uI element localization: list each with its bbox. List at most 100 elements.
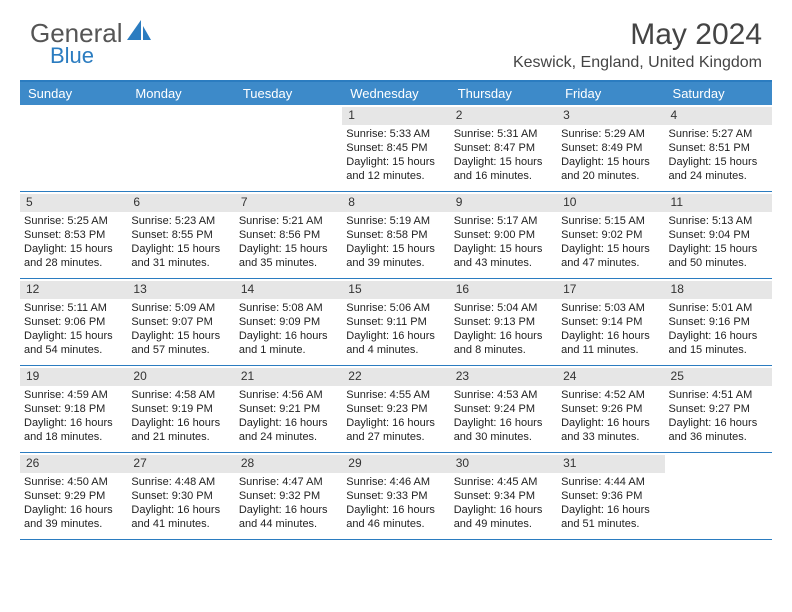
sunrise-line: Sunrise: 4:55 AM — [346, 388, 445, 402]
daylight-line-1: Daylight: 16 hours — [561, 416, 660, 430]
sunrise-line: Sunrise: 5:01 AM — [669, 301, 768, 315]
day-number: 16 — [450, 281, 557, 299]
day-cell: 4Sunrise: 5:27 AMSunset: 8:51 PMDaylight… — [665, 105, 772, 191]
sunset-line: Sunset: 9:00 PM — [454, 228, 553, 242]
day-number: 22 — [342, 368, 449, 386]
daylight-line-2: and 47 minutes. — [561, 256, 660, 270]
day-number: 7 — [235, 194, 342, 212]
day-cell: 24Sunrise: 4:52 AMSunset: 9:26 PMDayligh… — [557, 366, 664, 452]
sunset-line: Sunset: 9:33 PM — [346, 489, 445, 503]
daylight-line-2: and 43 minutes. — [454, 256, 553, 270]
daylight-line-2: and 30 minutes. — [454, 430, 553, 444]
daylight-line-1: Daylight: 15 hours — [561, 242, 660, 256]
daylight-line-1: Daylight: 16 hours — [669, 329, 768, 343]
day-cell: 26Sunrise: 4:50 AMSunset: 9:29 PMDayligh… — [20, 453, 127, 539]
daylight-line-1: Daylight: 16 hours — [669, 416, 768, 430]
daylight-line-1: Daylight: 15 hours — [454, 155, 553, 169]
daylight-line-1: Daylight: 16 hours — [24, 503, 123, 517]
day-cell: 2Sunrise: 5:31 AMSunset: 8:47 PMDaylight… — [450, 105, 557, 191]
day-cell: 10Sunrise: 5:15 AMSunset: 9:02 PMDayligh… — [557, 192, 664, 278]
daylight-line-2: and 18 minutes. — [24, 430, 123, 444]
month-title: May 2024 — [513, 18, 762, 52]
daylight-line-2: and 46 minutes. — [346, 517, 445, 531]
sunset-line: Sunset: 8:58 PM — [346, 228, 445, 242]
sunset-line: Sunset: 8:56 PM — [239, 228, 338, 242]
daylight-line-1: Daylight: 15 hours — [669, 155, 768, 169]
day-header: Saturday — [665, 82, 772, 105]
day-number: 2 — [450, 107, 557, 125]
sunrise-line: Sunrise: 4:52 AM — [561, 388, 660, 402]
day-cell: 14Sunrise: 5:08 AMSunset: 9:09 PMDayligh… — [235, 279, 342, 365]
day-number: 12 — [20, 281, 127, 299]
sunset-line: Sunset: 8:45 PM — [346, 141, 445, 155]
daylight-line-2: and 50 minutes. — [669, 256, 768, 270]
sunrise-line: Sunrise: 5:08 AM — [239, 301, 338, 315]
day-number: 6 — [127, 194, 234, 212]
day-header-row: SundayMondayTuesdayWednesdayThursdayFrid… — [20, 82, 772, 105]
week-row: 5Sunrise: 5:25 AMSunset: 8:53 PMDaylight… — [20, 192, 772, 279]
day-cell: 27Sunrise: 4:48 AMSunset: 9:30 PMDayligh… — [127, 453, 234, 539]
day-header: Monday — [127, 82, 234, 105]
sunrise-line: Sunrise: 5:09 AM — [131, 301, 230, 315]
daylight-line-1: Daylight: 16 hours — [131, 416, 230, 430]
daylight-line-1: Daylight: 15 hours — [131, 329, 230, 343]
day-cell: 22Sunrise: 4:55 AMSunset: 9:23 PMDayligh… — [342, 366, 449, 452]
day-number: 10 — [557, 194, 664, 212]
sunset-line: Sunset: 9:26 PM — [561, 402, 660, 416]
day-number: 17 — [557, 281, 664, 299]
daylight-line-2: and 41 minutes. — [131, 517, 230, 531]
sunrise-line: Sunrise: 5:19 AM — [346, 214, 445, 228]
daylight-line-2: and 51 minutes. — [561, 517, 660, 531]
sunset-line: Sunset: 9:02 PM — [561, 228, 660, 242]
sunrise-line: Sunrise: 4:59 AM — [24, 388, 123, 402]
weeks-container: 1Sunrise: 5:33 AMSunset: 8:45 PMDaylight… — [20, 105, 772, 540]
daylight-line-1: Daylight: 15 hours — [24, 329, 123, 343]
daylight-line-2: and 35 minutes. — [239, 256, 338, 270]
day-cell: 23Sunrise: 4:53 AMSunset: 9:24 PMDayligh… — [450, 366, 557, 452]
day-cell — [665, 453, 772, 539]
day-header: Sunday — [20, 82, 127, 105]
sunset-line: Sunset: 9:06 PM — [24, 315, 123, 329]
daylight-line-2: and 12 minutes. — [346, 169, 445, 183]
sunset-line: Sunset: 9:13 PM — [454, 315, 553, 329]
sunset-line: Sunset: 9:07 PM — [131, 315, 230, 329]
week-row: 12Sunrise: 5:11 AMSunset: 9:06 PMDayligh… — [20, 279, 772, 366]
daylight-line-1: Daylight: 16 hours — [346, 329, 445, 343]
daylight-line-1: Daylight: 16 hours — [239, 416, 338, 430]
daylight-line-2: and 54 minutes. — [24, 343, 123, 357]
day-number: 1 — [342, 107, 449, 125]
day-number: 3 — [557, 107, 664, 125]
daylight-line-1: Daylight: 15 hours — [669, 242, 768, 256]
sunrise-line: Sunrise: 5:03 AM — [561, 301, 660, 315]
day-cell — [127, 105, 234, 191]
day-number: 31 — [557, 455, 664, 473]
daylight-line-2: and 1 minute. — [239, 343, 338, 357]
week-row: 1Sunrise: 5:33 AMSunset: 8:45 PMDaylight… — [20, 105, 772, 192]
day-number: 19 — [20, 368, 127, 386]
day-cell: 13Sunrise: 5:09 AMSunset: 9:07 PMDayligh… — [127, 279, 234, 365]
sunrise-line: Sunrise: 5:06 AM — [346, 301, 445, 315]
day-cell: 18Sunrise: 5:01 AMSunset: 9:16 PMDayligh… — [665, 279, 772, 365]
day-number: 27 — [127, 455, 234, 473]
day-cell: 30Sunrise: 4:45 AMSunset: 9:34 PMDayligh… — [450, 453, 557, 539]
sunrise-line: Sunrise: 5:27 AM — [669, 127, 768, 141]
daylight-line-2: and 33 minutes. — [561, 430, 660, 444]
sunrise-line: Sunrise: 4:56 AM — [239, 388, 338, 402]
week-row: 19Sunrise: 4:59 AMSunset: 9:18 PMDayligh… — [20, 366, 772, 453]
daylight-line-2: and 27 minutes. — [346, 430, 445, 444]
sunset-line: Sunset: 8:53 PM — [24, 228, 123, 242]
sunset-line: Sunset: 8:47 PM — [454, 141, 553, 155]
day-cell: 31Sunrise: 4:44 AMSunset: 9:36 PMDayligh… — [557, 453, 664, 539]
sunset-line: Sunset: 9:30 PM — [131, 489, 230, 503]
daylight-line-1: Daylight: 16 hours — [239, 329, 338, 343]
daylight-line-1: Daylight: 16 hours — [131, 503, 230, 517]
day-number: 26 — [20, 455, 127, 473]
day-number: 11 — [665, 194, 772, 212]
daylight-line-2: and 20 minutes. — [561, 169, 660, 183]
page-header: General Blue May 2024 Keswick, England, … — [0, 0, 792, 80]
day-cell: 29Sunrise: 4:46 AMSunset: 9:33 PMDayligh… — [342, 453, 449, 539]
day-cell: 6Sunrise: 5:23 AMSunset: 8:55 PMDaylight… — [127, 192, 234, 278]
sunset-line: Sunset: 8:55 PM — [131, 228, 230, 242]
daylight-line-2: and 24 minutes. — [239, 430, 338, 444]
sunset-line: Sunset: 9:23 PM — [346, 402, 445, 416]
